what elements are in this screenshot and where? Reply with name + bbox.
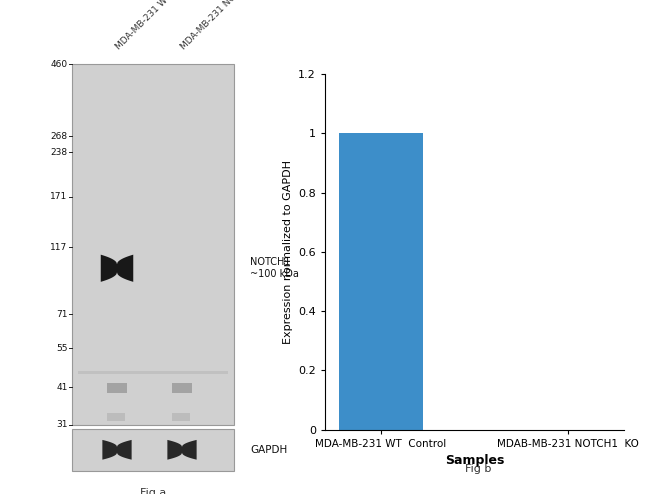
- Text: MDA-MB-231 NOTCH1 KO: MDA-MB-231 NOTCH1 KO: [179, 0, 265, 52]
- Text: Fig b: Fig b: [465, 464, 491, 474]
- Bar: [72, 64, 234, 425]
- Bar: [107, 382, 127, 393]
- Text: 460: 460: [51, 60, 68, 69]
- Text: MDA-MB-231 WT Control: MDA-MB-231 WT Control: [114, 0, 198, 52]
- Bar: [339, 133, 423, 430]
- Bar: [107, 413, 125, 421]
- PathPatch shape: [168, 440, 196, 459]
- Text: NOTCH1
~100 kDa: NOTCH1 ~100 kDa: [250, 257, 299, 279]
- Bar: [172, 382, 192, 393]
- X-axis label: Samples: Samples: [445, 454, 504, 467]
- Bar: [172, 413, 190, 421]
- Y-axis label: Expression normalized to GAPDH: Expression normalized to GAPDH: [283, 160, 292, 344]
- Bar: [72, 429, 234, 471]
- Bar: [78, 370, 228, 374]
- Text: 117: 117: [50, 243, 68, 252]
- Text: GAPDH: GAPDH: [250, 445, 287, 455]
- PathPatch shape: [101, 255, 133, 282]
- Text: 71: 71: [56, 310, 68, 319]
- Text: 55: 55: [56, 344, 68, 353]
- Text: 268: 268: [51, 132, 68, 141]
- Text: 41: 41: [56, 383, 68, 392]
- Text: 31: 31: [56, 420, 68, 429]
- Text: Fig a: Fig a: [140, 488, 166, 494]
- Text: 238: 238: [51, 148, 68, 157]
- Text: 171: 171: [50, 192, 68, 201]
- PathPatch shape: [103, 440, 131, 459]
